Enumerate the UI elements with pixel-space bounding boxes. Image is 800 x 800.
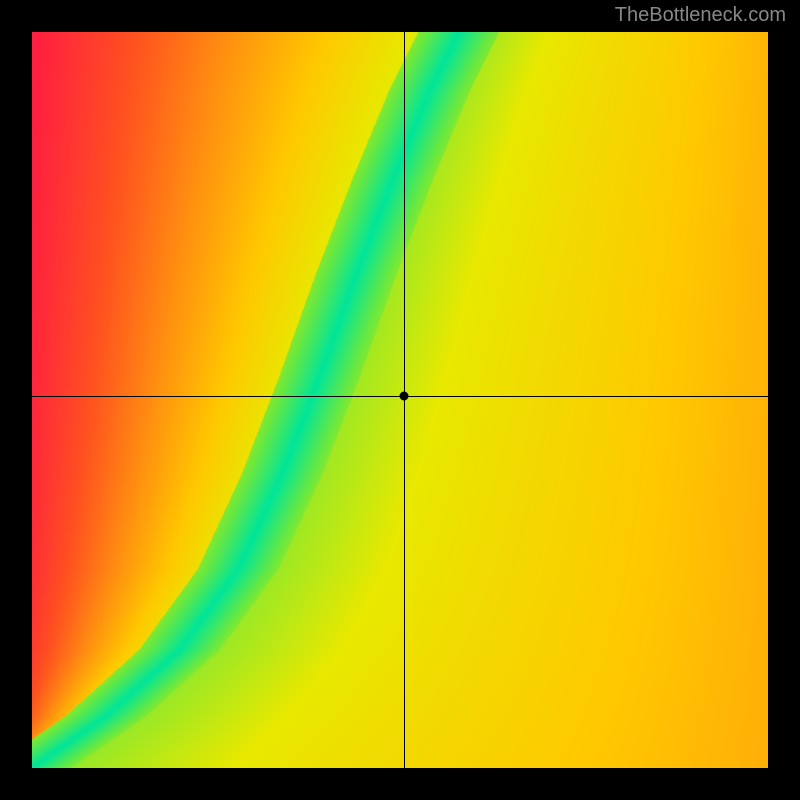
heatmap-chart [32, 32, 768, 768]
watermark-text: TheBottleneck.com [615, 4, 786, 27]
heatmap-canvas [32, 32, 768, 768]
marker-dot [399, 392, 408, 401]
